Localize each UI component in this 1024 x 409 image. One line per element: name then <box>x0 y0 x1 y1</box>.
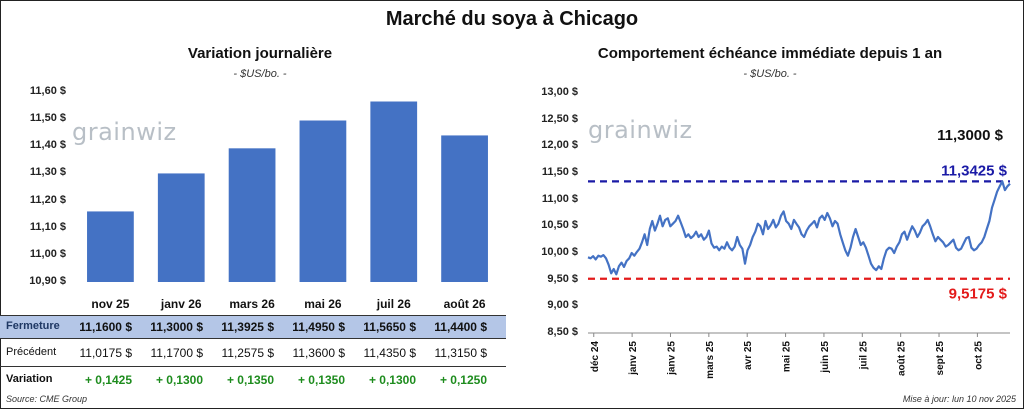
y-tick-label: 11,00 $ <box>29 247 66 260</box>
x-tick-label: juin 25 <box>820 341 831 374</box>
y-tick-label: 11,10 $ <box>29 220 66 233</box>
x-tick-label: mars 25 <box>705 341 716 379</box>
right-chart-unit: - $US/bo. - <box>743 68 797 80</box>
y-tick-label: 8,50 $ <box>547 326 578 338</box>
table-cell: + 0,1300 <box>155 373 203 387</box>
right-chart-title: Comportement échéance immédiate depuis 1… <box>597 45 943 62</box>
table-cell: 11,0175 $ <box>79 346 133 360</box>
table-cell: 11,5650 $ <box>363 320 416 334</box>
bar <box>157 173 205 282</box>
price-series-line <box>587 180 1011 276</box>
x-tick-label: mai 25 <box>782 341 793 373</box>
bar <box>299 120 347 282</box>
x-category-label: janv 26 <box>160 297 202 311</box>
y-tick-label: 12,50 $ <box>541 112 578 125</box>
table-cell: 11,2575 $ <box>221 346 275 360</box>
x-category-label: août 26 <box>443 297 486 311</box>
table-cell: + 0,1350 <box>226 373 274 387</box>
left-watermark: grainwiz <box>72 118 177 146</box>
x-tick-label: oct 25 <box>973 341 984 370</box>
row-label: Précédent <box>6 346 57 358</box>
y-tick-label: 9,50 $ <box>547 272 578 285</box>
bar <box>87 211 134 282</box>
bar <box>228 148 276 282</box>
table-row-precedent: Précédent 11,0175 $ 11,1700 $ 11,2575 $ … <box>0 342 506 364</box>
x-tick-label: avr 25 <box>743 341 754 370</box>
table-cell: 11,4350 $ <box>363 346 417 360</box>
y-tick-label: 13,00 $ <box>541 86 578 98</box>
high-value-label: 11,3425 $ <box>941 162 1008 179</box>
y-tick-label: 11,50 $ <box>29 112 66 125</box>
x-tick-label: janv 25 <box>666 341 677 376</box>
table-row-fermeture: Fermeture 11,1600 $ 11,3000 $ 11,3925 $ … <box>0 315 506 339</box>
table-divider <box>0 366 506 367</box>
x-category-label: mai 26 <box>304 297 342 311</box>
low-value-label: 9,5175 $ <box>949 286 1008 303</box>
y-tick-label: 10,00 $ <box>541 246 578 258</box>
y-tick-label: 10,90 $ <box>29 275 66 287</box>
table-cell: 11,1700 $ <box>150 346 204 360</box>
x-tick-label: sept 25 <box>935 341 946 376</box>
watermark-logo: grainwiz <box>588 116 693 144</box>
update-note: Mise à jour: lun 10 nov 2025 <box>902 394 1016 404</box>
right-watermark: grainwiz <box>588 116 693 144</box>
watermark-logo: grainwiz <box>72 118 177 146</box>
bar <box>370 101 418 282</box>
table-cell: 11,3600 $ <box>292 346 346 360</box>
bar <box>441 135 488 282</box>
table-cell: + 0,1350 <box>297 373 345 387</box>
table-cell: 11,3150 $ <box>434 346 488 360</box>
x-tick-label: janv 25 <box>628 341 639 376</box>
table-row-variation: Variation + 0,1425 + 0,1300 + 0,1350 + 0… <box>0 369 506 391</box>
last-value-label: 11,3000 $ <box>937 127 1004 144</box>
x-tick-label: août 25 <box>897 341 908 376</box>
y-tick-label: 11,40 $ <box>29 139 66 152</box>
left-chart-unit: - $US/bo. - <box>233 68 287 80</box>
y-tick-label: 11,30 $ <box>29 166 66 179</box>
source-note: Source: CME Group <box>6 394 88 404</box>
table-cell: 11,3000 $ <box>150 320 203 334</box>
table-cell: 11,4950 $ <box>292 320 345 334</box>
row-label: Fermeture <box>6 320 60 332</box>
left-chart-title: Variation journalière <box>187 45 333 62</box>
x-tick-label: juil 25 <box>858 341 869 371</box>
y-tick-label: 11,00 $ <box>541 192 578 205</box>
x-category-label: nov 25 <box>91 297 130 311</box>
row-label: Variation <box>6 373 53 385</box>
x-category-label: juil 26 <box>376 297 411 311</box>
y-tick-label: 9,00 $ <box>547 299 578 312</box>
y-tick-label: 12,00 $ <box>541 139 578 152</box>
x-category-label: mars 26 <box>229 297 275 311</box>
table-cell: + 0,1300 <box>368 373 416 387</box>
y-tick-label: 11,50 $ <box>541 166 578 178</box>
y-tick-label: 10,50 $ <box>541 219 578 232</box>
y-tick-label: 11,20 $ <box>29 193 66 206</box>
main-title: Marché du soya à Chicago <box>385 8 639 30</box>
table-cell: + 0,1250 <box>439 373 487 387</box>
table-cell: 11,3925 $ <box>221 320 274 334</box>
table-cell: 11,1600 $ <box>79 320 132 334</box>
table-cell: 11,4400 $ <box>434 320 487 334</box>
y-tick-label: 11,60 $ <box>29 85 66 97</box>
x-tick-label: déc 24 <box>590 341 601 373</box>
table-cell: + 0,1425 <box>84 373 132 387</box>
